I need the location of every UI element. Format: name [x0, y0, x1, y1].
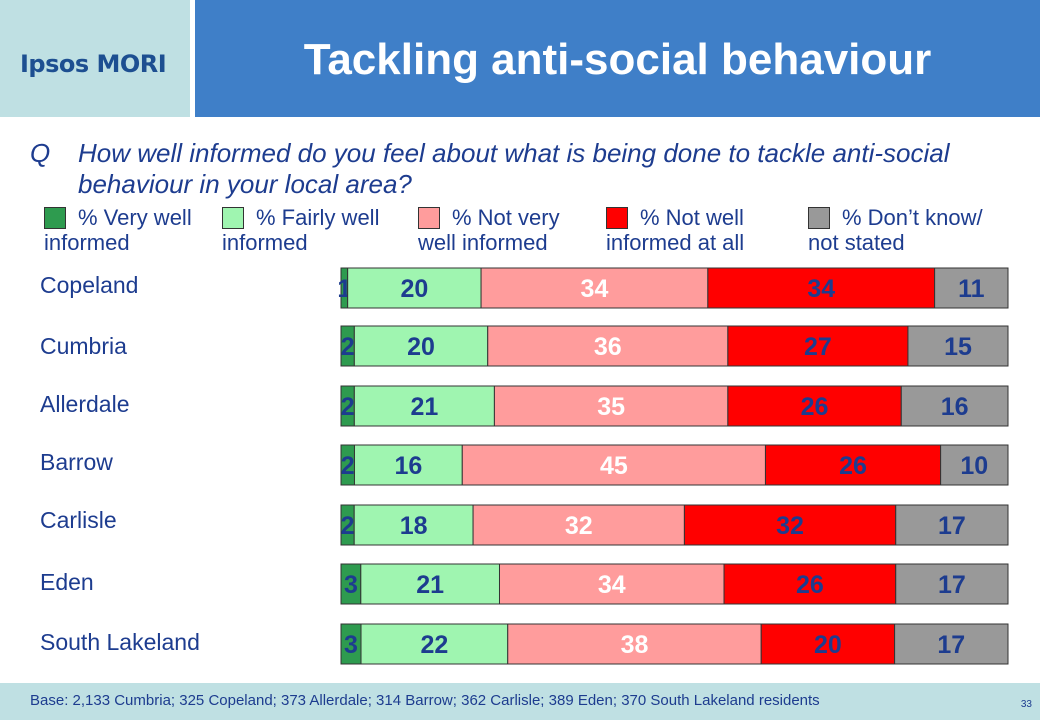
data-label: 35: [597, 393, 625, 421]
bar-segment: [487, 325, 729, 367]
bar-segment: [353, 325, 489, 367]
legend-label-line1: % Not well: [640, 205, 744, 230]
legend-swatch: [418, 207, 440, 229]
bar-segment: [894, 623, 1009, 665]
legend-label-line1: % Fairly well: [256, 205, 380, 230]
data-label: 10: [960, 452, 988, 480]
category-label: Eden: [40, 569, 94, 595]
data-label: 17: [937, 631, 965, 659]
question-text: How well informed do you feel about what…: [78, 138, 950, 199]
base-note: Base: 2,133 Cumbria; 325 Copeland; 373 A…: [30, 692, 820, 709]
bar-segment: [347, 267, 482, 309]
data-label: 26: [796, 571, 824, 599]
category-label: Barrow: [40, 449, 113, 475]
page-title: Tackling anti-social behaviour: [303, 35, 932, 84]
data-label: 20: [407, 333, 435, 361]
footer-bar: Base: 2,133 Cumbria; 325 Copeland; 373 A…: [0, 683, 1040, 720]
data-label: 45: [600, 452, 628, 480]
category-label: Copeland: [40, 272, 139, 298]
data-label: 32: [565, 512, 593, 540]
category-label: South Lakeland: [40, 629, 200, 655]
data-label: 34: [807, 275, 835, 303]
legend-label-line1: % Don’t know/: [842, 205, 983, 230]
bar-segment: [723, 563, 897, 605]
legend-label-line2: well informed: [418, 230, 548, 255]
data-label: 20: [400, 275, 428, 303]
data-label: 34: [581, 275, 609, 303]
data-label: 34: [598, 571, 626, 599]
data-label: 36: [594, 333, 622, 361]
bar-segment: [353, 385, 495, 427]
legend-label: % Not very well informed: [418, 205, 618, 255]
data-label: 18: [400, 512, 428, 540]
category-label: Allerdale: [40, 391, 130, 417]
header-divider: [190, 0, 195, 117]
data-label: 38: [621, 631, 649, 659]
legend-swatch: [606, 207, 628, 229]
bar-segment: [461, 444, 766, 486]
bar-segment: [900, 385, 1009, 427]
legend-label: % Not well informed at all: [606, 205, 806, 255]
legend-label-line2: informed: [222, 230, 308, 255]
legend-label-line2: informed: [44, 230, 130, 255]
data-label: 32: [776, 512, 804, 540]
legend-label: % Fairly well informed: [222, 205, 422, 255]
bar-segment: [895, 504, 1009, 546]
data-label: 2: [341, 333, 355, 361]
data-label: 20: [814, 631, 842, 659]
bar-segment: [353, 444, 463, 486]
page-number: 33: [1020, 699, 1032, 710]
data-label: 17: [938, 512, 966, 540]
data-label: 26: [801, 393, 829, 421]
data-label: 16: [394, 452, 422, 480]
bar-segment: [480, 267, 709, 309]
bar-segment: [934, 267, 1009, 309]
legend-label-line1: % Not very: [452, 205, 560, 230]
data-label: 22: [420, 631, 448, 659]
bar-segment: [683, 504, 897, 546]
bar-segment: [727, 325, 909, 367]
bar-segment: [472, 504, 685, 546]
bar-segment: [895, 563, 1009, 605]
legend-swatch: [44, 207, 66, 229]
legend-label: % Very well informed: [44, 205, 244, 255]
data-label: 21: [410, 393, 438, 421]
data-label: 26: [839, 452, 867, 480]
header-bar: [195, 0, 1040, 117]
question-marker: Q: [30, 138, 51, 168]
logo-panel: Ipsos MORI: [0, 0, 190, 117]
data-label: 21: [416, 571, 444, 599]
data-label: 2: [341, 452, 355, 480]
stacked-bar-chart: 1 20 34 34 112 20 36 27 152 21 35 26 162 16 45 26 102 18 3…: [337, 267, 1009, 665]
bar-segment: [764, 444, 942, 486]
legend-label-line1: % Very well: [78, 205, 192, 230]
category-label: Cumbria: [40, 333, 127, 359]
legend-swatch: [808, 207, 830, 229]
legend-swatch: [222, 207, 244, 229]
data-label: 27: [804, 333, 832, 361]
bar-segment: [498, 563, 725, 605]
data-label: 17: [938, 571, 966, 599]
category-label: Carlisle: [40, 507, 117, 533]
data-label: 2: [341, 393, 355, 421]
bar-segment: [707, 267, 936, 309]
data-label: 11: [958, 275, 985, 303]
data-label: 16: [941, 393, 969, 421]
bar-segment: [940, 444, 1009, 486]
legend-label-line2: not stated: [808, 230, 905, 255]
data-label: 2: [341, 512, 355, 540]
bar-segment: [507, 623, 762, 665]
bar-segment: [907, 325, 1009, 367]
data-label: 3: [344, 631, 358, 659]
data-label: 3: [344, 571, 358, 599]
legend-label-line2: informed at all: [606, 230, 745, 255]
data-label: 15: [944, 333, 972, 361]
bar-segment: [360, 563, 500, 605]
legend-label: % Don’t know/not stated: [808, 205, 1008, 255]
ipsos-mori-logo: Ipsos MORI: [20, 50, 167, 78]
